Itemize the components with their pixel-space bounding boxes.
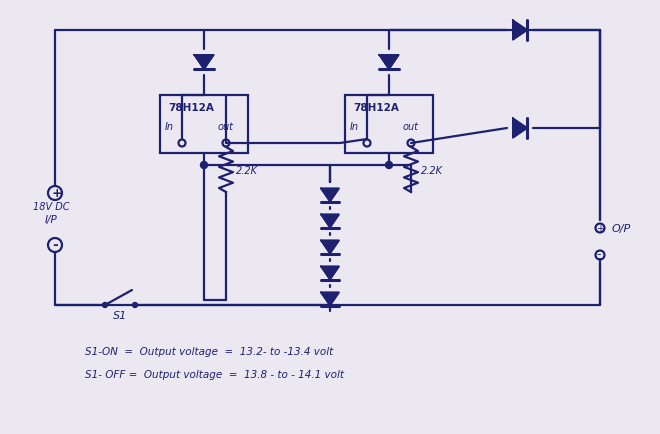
Text: 78H12A: 78H12A: [168, 103, 214, 113]
Text: 2.2K: 2.2K: [236, 167, 258, 177]
Text: S1: S1: [113, 311, 127, 321]
Polygon shape: [379, 55, 399, 69]
Bar: [160, 95, 248, 153]
Text: -: -: [596, 249, 601, 262]
Polygon shape: [513, 20, 527, 40]
Text: S1-ON  =  Output voltage  =  13.2- to -13.4 volt: S1-ON = Output voltage = 13.2- to -13.4 …: [85, 347, 333, 357]
Bar: [345, 95, 433, 153]
Polygon shape: [513, 118, 527, 138]
Text: +: +: [51, 187, 62, 200]
Text: +: +: [596, 224, 604, 234]
Polygon shape: [321, 293, 339, 306]
Circle shape: [385, 161, 393, 168]
Circle shape: [201, 161, 207, 168]
Text: -: -: [52, 238, 58, 252]
Polygon shape: [321, 266, 339, 279]
Text: 2.2K: 2.2K: [421, 167, 443, 177]
Text: out: out: [403, 122, 419, 132]
Text: I/P: I/P: [45, 215, 58, 225]
Polygon shape: [321, 188, 339, 202]
Polygon shape: [321, 240, 339, 253]
Text: In: In: [165, 122, 174, 132]
Text: 18V DC: 18V DC: [33, 202, 69, 212]
Text: out: out: [218, 122, 234, 132]
Circle shape: [133, 302, 137, 308]
Polygon shape: [321, 214, 339, 227]
Text: O/P: O/P: [612, 224, 631, 234]
Text: In: In: [350, 122, 359, 132]
Circle shape: [102, 302, 108, 308]
Text: S1- OFF =  Output voltage  =  13.8 - to - 14.1 volt: S1- OFF = Output voltage = 13.8 - to - 1…: [85, 370, 344, 380]
Text: 78H12A: 78H12A: [353, 103, 399, 113]
Polygon shape: [194, 55, 214, 69]
